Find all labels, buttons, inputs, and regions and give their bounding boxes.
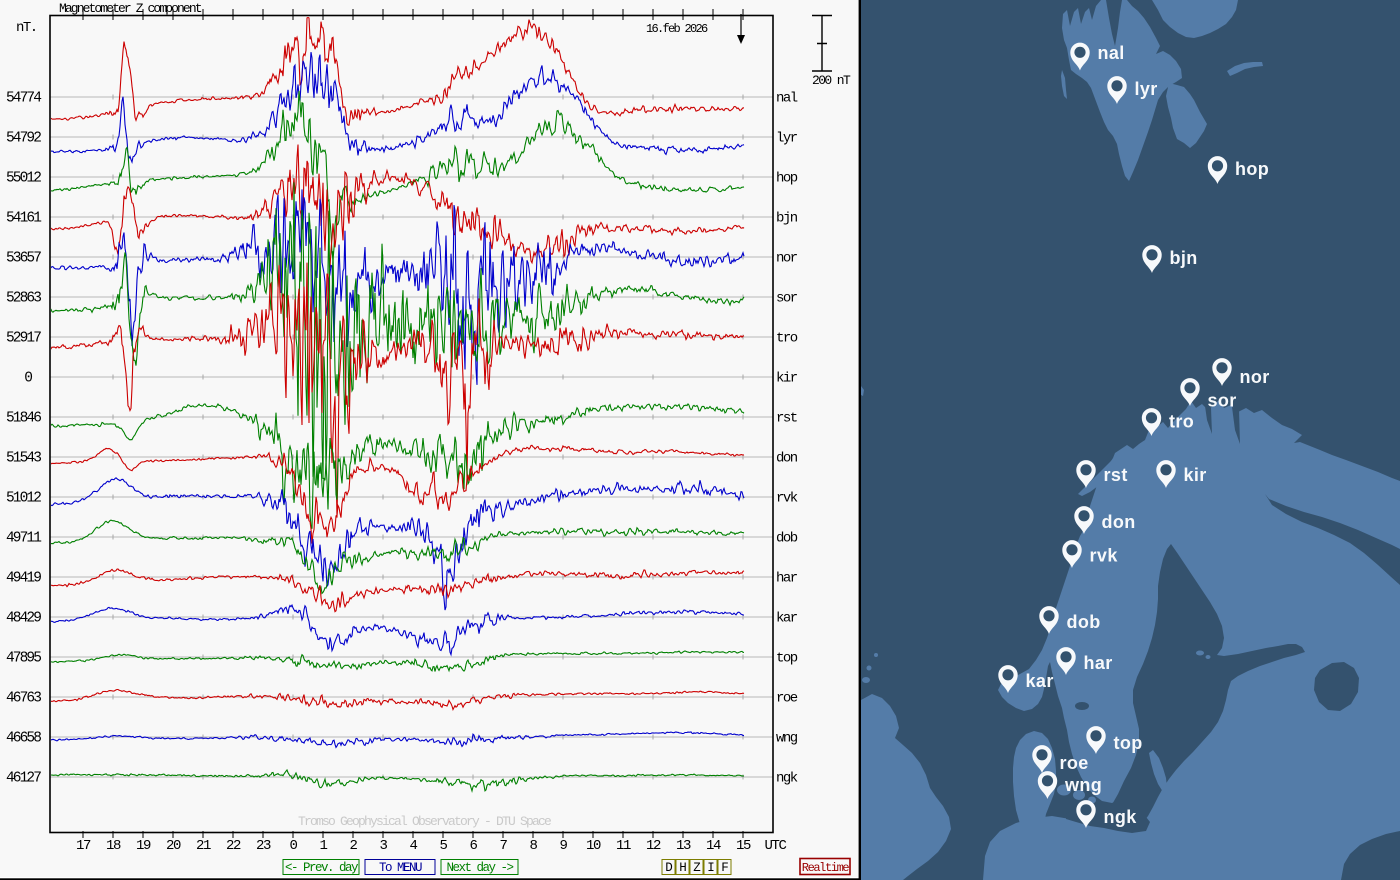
svg-text:51543: 51543 (6, 451, 41, 467)
svg-text:54792: 54792 (6, 131, 41, 147)
svg-text:nor: nor (1240, 367, 1270, 387)
svg-text:wng: wng (776, 731, 798, 747)
svg-text:52917: 52917 (6, 331, 41, 347)
svg-text:H: H (679, 861, 686, 875)
svg-text:kir: kir (1184, 465, 1207, 485)
svg-text:49419: 49419 (6, 571, 41, 587)
svg-text:17: 17 (76, 838, 91, 854)
svg-text:top: top (776, 651, 798, 667)
svg-text:top: top (1114, 733, 1143, 753)
svg-text:bjn: bjn (1170, 248, 1198, 268)
svg-text:F: F (721, 861, 728, 875)
svg-text:4: 4 (409, 838, 417, 854)
svg-text:kar: kar (1026, 671, 1054, 691)
svg-text:Z: Z (693, 861, 701, 875)
svg-text:23: 23 (256, 838, 271, 854)
svg-text:8: 8 (529, 838, 537, 854)
svg-text:49711: 49711 (6, 531, 41, 547)
svg-text:nor: nor (776, 251, 798, 267)
svg-text:hop: hop (1235, 159, 1269, 179)
svg-text:tro: tro (1169, 411, 1194, 431)
svg-text:rst: rst (1104, 465, 1128, 485)
svg-text:20: 20 (166, 838, 181, 854)
svg-text:54774: 54774 (6, 91, 41, 107)
svg-text:51012: 51012 (6, 491, 41, 507)
svg-text:<- Prev. day: <- Prev. day (285, 861, 359, 875)
svg-text:nT.: nT. (16, 20, 37, 36)
svg-text:51846: 51846 (6, 411, 41, 427)
svg-text:dob: dob (1067, 612, 1101, 632)
svg-text:Realtime: Realtime (802, 861, 850, 875)
svg-text:lyr: lyr (1135, 79, 1158, 99)
svg-text:Magnetometer Z component: Magnetometer Z component (59, 1, 202, 16)
svg-text:wng: wng (1064, 775, 1102, 795)
svg-text:48429: 48429 (6, 611, 41, 627)
svg-text:rvk: rvk (1090, 545, 1119, 565)
svg-text:kar: kar (776, 611, 798, 627)
svg-text:11: 11 (616, 838, 631, 854)
svg-text:3: 3 (379, 838, 387, 854)
svg-text:13: 13 (676, 838, 691, 854)
svg-text:D: D (665, 861, 672, 875)
svg-text:55012: 55012 (6, 171, 41, 187)
svg-text:2: 2 (349, 838, 357, 854)
svg-text:52863: 52863 (6, 291, 41, 307)
svg-text:46658: 46658 (6, 731, 41, 747)
svg-text:rvk: rvk (776, 491, 798, 507)
svg-text:don: don (776, 451, 798, 467)
svg-text:Next day ->: Next day -> (446, 861, 513, 875)
svg-text:16.feb 2026: 16.feb 2026 (646, 22, 708, 36)
svg-text:Tromso Geophysical Observatory: Tromso Geophysical Observatory - DTU Spa… (298, 814, 551, 829)
svg-text:10: 10 (586, 838, 601, 854)
svg-text:kir: kir (776, 371, 798, 387)
svg-text:46127: 46127 (6, 771, 41, 787)
svg-text:nal: nal (776, 91, 798, 107)
svg-text:0: 0 (24, 371, 32, 387)
svg-text:12: 12 (646, 838, 661, 854)
svg-text:roe: roe (776, 691, 798, 707)
svg-text:sor: sor (776, 291, 798, 307)
svg-text:47895: 47895 (6, 651, 41, 667)
svg-text:7: 7 (499, 838, 507, 854)
svg-text:bjn: bjn (776, 211, 798, 227)
svg-text:6: 6 (469, 838, 477, 854)
svg-text:5: 5 (439, 838, 447, 854)
svg-text:21: 21 (196, 838, 211, 854)
svg-text:54161: 54161 (6, 211, 41, 227)
svg-text:14: 14 (706, 838, 721, 854)
svg-text:ngk: ngk (776, 771, 798, 787)
svg-text:9: 9 (559, 838, 567, 854)
svg-text:dob: dob (776, 531, 798, 547)
svg-text:UTC: UTC (764, 838, 786, 854)
svg-text:har: har (776, 571, 798, 587)
svg-text:don: don (1102, 512, 1136, 532)
svg-text:har: har (1084, 653, 1113, 673)
svg-text:46763: 46763 (6, 691, 41, 707)
svg-text:ngk: ngk (1104, 807, 1138, 827)
svg-text:tro: tro (776, 331, 798, 347)
svg-text:roe: roe (1060, 753, 1089, 773)
svg-text:rst: rst (776, 411, 797, 427)
svg-text:hop: hop (776, 171, 798, 187)
svg-text:19: 19 (136, 838, 151, 854)
svg-text:200 nT: 200 nT (812, 73, 851, 88)
svg-text:15: 15 (736, 838, 751, 854)
svg-text:lyr: lyr (776, 131, 798, 147)
svg-text:0: 0 (289, 838, 297, 854)
svg-text:nal: nal (1098, 43, 1125, 63)
svg-text:To MENU: To MENU (379, 861, 422, 875)
svg-text:22: 22 (226, 838, 241, 854)
svg-text:I: I (707, 861, 714, 875)
svg-text:sor: sor (1208, 390, 1237, 410)
svg-text:18: 18 (106, 838, 121, 854)
svg-text:53657: 53657 (6, 251, 41, 267)
svg-text:1: 1 (319, 838, 327, 854)
